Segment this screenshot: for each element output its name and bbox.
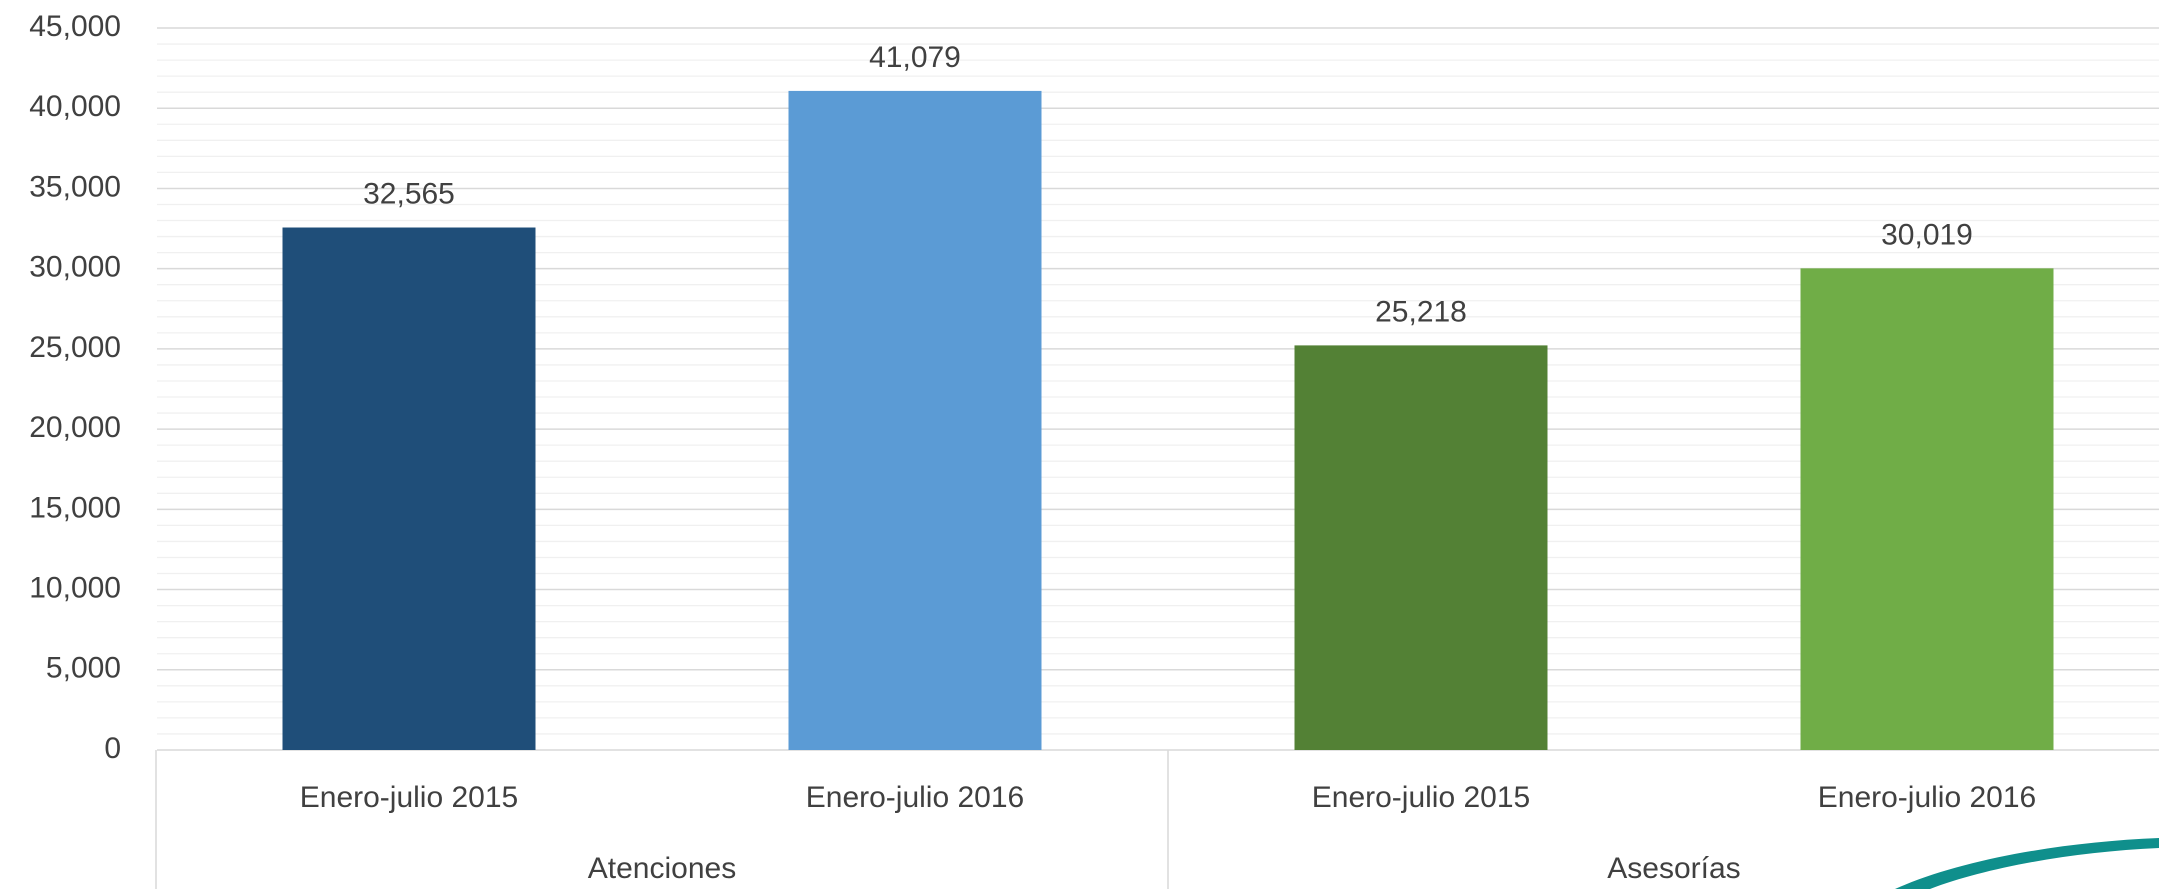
decorative-swoosh (1895, 838, 2159, 889)
chart: 0 5,000 10,000 15,000 20,000 25,000 30,000 35,0… (0, 0, 2159, 889)
y-tick-label: 30,000 (29, 251, 121, 284)
bar (789, 91, 1042, 750)
data-label: 30,019 (1881, 218, 1973, 251)
y-tick-label: 40,000 (29, 90, 121, 123)
x-tick-label: Enero-julio 2015 (1312, 781, 1530, 814)
bar (283, 228, 536, 750)
y-tick-label: 45,000 (29, 10, 121, 43)
bar (1801, 268, 2054, 750)
data-label: 25,218 (1375, 295, 1467, 328)
data-label: 32,565 (363, 177, 455, 210)
y-tick-label: 5,000 (46, 652, 121, 685)
data-label: 41,079 (869, 41, 961, 74)
group-label: Asesorías (1607, 852, 1740, 885)
y-tick-label: 10,000 (29, 571, 121, 604)
page: 0 5,000 10,000 15,000 20,000 25,000 30,000 35,0… (0, 0, 2159, 889)
y-tick-label: 0 (104, 732, 121, 765)
y-tick-label: 35,000 (29, 170, 121, 203)
y-tick-label: 25,000 (29, 331, 121, 364)
x-tick-label: Enero-julio 2016 (1818, 781, 2036, 814)
bar (1295, 345, 1548, 750)
group-label: Atenciones (588, 852, 736, 885)
y-tick-label: 20,000 (29, 411, 121, 444)
x-tick-label: Enero-julio 2016 (806, 781, 1024, 814)
x-tick-label: Enero-julio 2015 (300, 781, 518, 814)
y-tick-label: 15,000 (29, 491, 121, 524)
